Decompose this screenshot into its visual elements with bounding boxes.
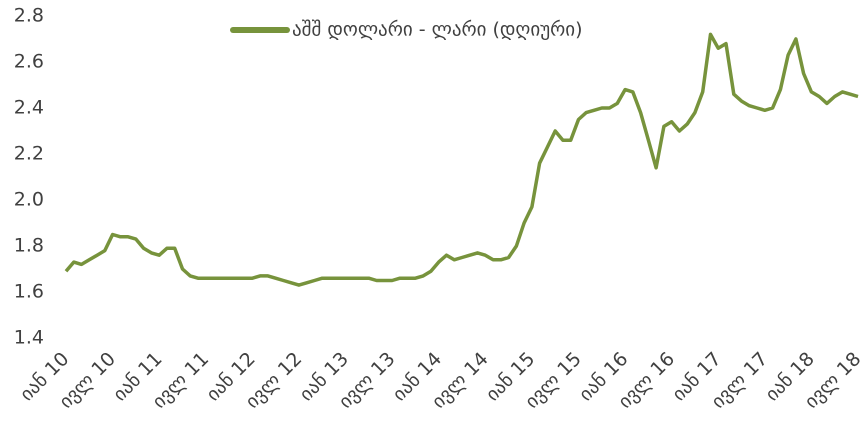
y-tick-label: 1.6 [14,281,44,303]
legend-label: აშშ დოლარი - ლარი (დღიური) [292,19,582,41]
y-tick-label: 2.2 [14,143,44,165]
y-tick-label: 2.0 [14,189,44,211]
line [64,32,859,287]
y-tick-label: 2.8 [14,5,44,27]
y-tick-label: 2.6 [14,51,44,73]
y-tick-label: 1.4 [14,327,44,349]
y-tick-label: 1.8 [14,235,44,257]
y-tick-label: 2.4 [14,97,44,119]
